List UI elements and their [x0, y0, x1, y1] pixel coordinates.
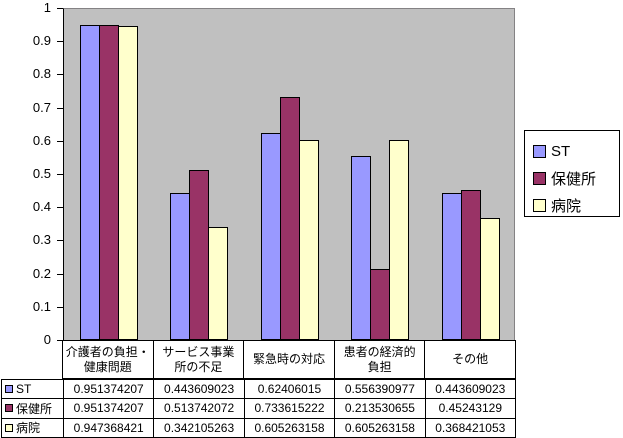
- y-tick: [57, 41, 63, 42]
- y-axis-label: 0.2: [32, 266, 51, 281]
- series-value-cell: 0.62406015: [244, 380, 335, 399]
- y-tick: [57, 8, 63, 9]
- bar-ST: [80, 25, 100, 340]
- y-axis-label: 0.3: [32, 232, 51, 247]
- bar-group: [64, 9, 154, 340]
- bar-保健所: [189, 169, 209, 340]
- legend-key-icon: [533, 145, 546, 158]
- series-value-cell: 0.605263158: [244, 418, 335, 437]
- legend-key-icon: [5, 404, 13, 413]
- legend-label: 病院: [551, 198, 582, 215]
- legend-label: ST: [551, 143, 571, 160]
- y-axis-label: 0.5: [32, 166, 51, 181]
- series-name: ST: [16, 382, 32, 397]
- y-axis-label: 0: [43, 332, 51, 347]
- series-value-cell: 0.951374207: [64, 380, 154, 399]
- category-cell: その他: [425, 341, 515, 378]
- bar-病院: [208, 226, 228, 340]
- bar-group: [426, 9, 516, 340]
- legend-label: 保健所: [551, 171, 597, 188]
- bar-ST: [170, 193, 190, 340]
- y-tick: [57, 207, 63, 208]
- bar-group: [335, 9, 425, 340]
- category-cell: 緊急時の対応: [244, 341, 334, 378]
- legend-item: 保健所: [525, 165, 619, 192]
- series-value-cell: 0.605263158: [335, 418, 425, 437]
- series-value-cell: 0.45243129: [425, 399, 515, 418]
- legend-key-icon: [533, 199, 546, 212]
- legend-item: ST: [525, 138, 619, 165]
- y-tick: [57, 240, 63, 241]
- bar-保健所: [370, 269, 390, 340]
- y-tick: [57, 141, 63, 142]
- bar-病院: [389, 139, 409, 340]
- y-tick: [57, 274, 63, 275]
- series-value-cell: 0.213530655: [335, 399, 425, 418]
- legend-key-icon: [533, 172, 546, 185]
- category-cell: 介護者の負担・ 健康問題: [63, 341, 153, 378]
- legend: ST 保健所病院: [524, 130, 620, 217]
- series-value-cell: 0.733615222: [244, 399, 335, 418]
- y-tick: [57, 340, 63, 341]
- series-value-cell: 0.342105263: [154, 418, 244, 437]
- y-axis-label: 1: [43, 0, 51, 15]
- series-value-cell: 0.513742072: [154, 399, 244, 418]
- series-value-cell: 0.556390977: [335, 380, 425, 399]
- y-tick: [57, 174, 63, 175]
- bar-病院: [118, 26, 138, 340]
- y-axis-label: 0.4: [32, 199, 51, 214]
- bar-病院: [480, 218, 500, 340]
- series-value-cell: 0.368421053: [425, 418, 515, 437]
- series-value-cell: 0.947368421: [64, 418, 154, 437]
- y-axis-label: 0.7: [32, 100, 51, 115]
- series-name: 保健所: [16, 401, 53, 416]
- plot-area: [63, 8, 515, 340]
- data-table: ST 0.951374207 0.443609023 0.62406015 0.5563…: [1, 379, 516, 438]
- y-tick: [57, 307, 63, 308]
- bar-ST: [442, 193, 462, 340]
- y-tick: [57, 108, 63, 109]
- bar-保健所: [99, 25, 119, 340]
- category-cell: サービス事業 所の不足: [153, 341, 244, 378]
- y-axis-label: 0.9: [32, 33, 51, 48]
- series-value-cell: 0.443609023: [154, 380, 244, 399]
- legend-key-icon: [5, 423, 13, 432]
- y-axis-label: 0.8: [32, 66, 51, 81]
- bar-病院: [299, 139, 319, 340]
- bar-group: [245, 9, 335, 340]
- series-label-cell: ST: [2, 380, 63, 399]
- series-label-cell: 保健所: [2, 399, 63, 418]
- legend-key-icon: [5, 385, 13, 394]
- bar-保健所: [461, 190, 481, 340]
- bar-保健所: [280, 97, 300, 340]
- series-value-cell: 0.951374207: [64, 399, 154, 418]
- legend-item: 病院: [525, 192, 619, 219]
- y-axis-label: 0.1: [32, 299, 51, 314]
- bar-ST: [351, 155, 371, 340]
- series-value-cell: 0.443609023: [425, 380, 515, 399]
- y-tick: [57, 74, 63, 75]
- series-name: 病院: [16, 421, 41, 436]
- y-axis-label: 0.6: [32, 133, 51, 148]
- category-cell: 患者の経済的 負担: [334, 341, 425, 378]
- category-axis-row: 介護者の負担・ 健康問題 サービス事業 所の不足 緊急時の対応 患者の経済的 負担 その…: [62, 340, 516, 379]
- series-label-cell: 病院: [2, 418, 63, 437]
- bar-group: [154, 9, 244, 340]
- bar-ST: [261, 133, 281, 340]
